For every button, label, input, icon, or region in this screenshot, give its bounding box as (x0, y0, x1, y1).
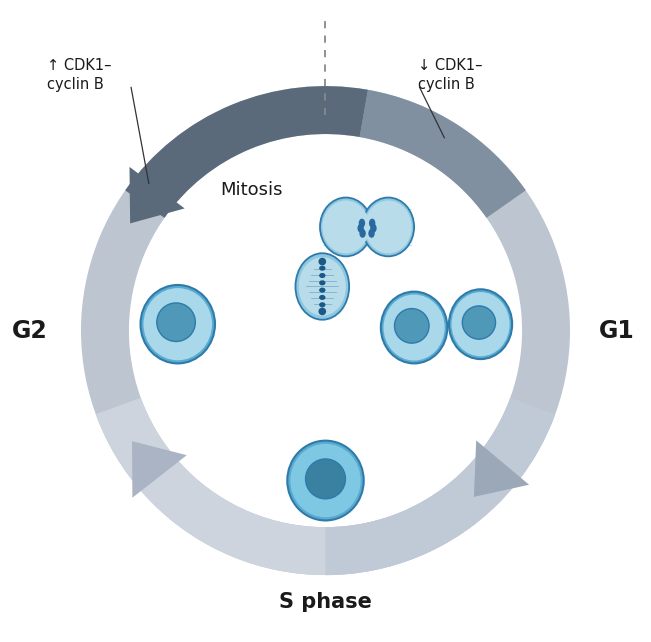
Wedge shape (96, 398, 537, 575)
Ellipse shape (141, 285, 215, 363)
Wedge shape (81, 86, 570, 575)
Wedge shape (359, 90, 526, 218)
Ellipse shape (369, 219, 376, 227)
Ellipse shape (319, 288, 326, 293)
Ellipse shape (370, 224, 377, 232)
Ellipse shape (319, 266, 326, 271)
Wedge shape (326, 398, 555, 575)
Text: ↓ CDK1–
cyclin B: ↓ CDK1– cyclin B (418, 58, 482, 92)
Ellipse shape (462, 306, 495, 339)
Ellipse shape (319, 302, 326, 308)
Ellipse shape (368, 229, 375, 238)
Circle shape (318, 308, 326, 315)
Ellipse shape (319, 295, 326, 300)
Text: G2: G2 (12, 318, 48, 343)
Circle shape (318, 257, 326, 265)
Polygon shape (130, 167, 185, 223)
Ellipse shape (320, 198, 372, 256)
Ellipse shape (359, 219, 365, 227)
Ellipse shape (290, 444, 361, 517)
Ellipse shape (383, 295, 445, 361)
Ellipse shape (357, 224, 364, 232)
Ellipse shape (449, 290, 512, 359)
Ellipse shape (299, 257, 346, 316)
Ellipse shape (381, 291, 447, 363)
Ellipse shape (452, 292, 510, 356)
Ellipse shape (322, 200, 369, 254)
Polygon shape (132, 441, 187, 498)
Ellipse shape (363, 198, 414, 256)
Text: ↑ CDK1–
cyclin B: ↑ CDK1– cyclin B (48, 58, 112, 92)
Ellipse shape (395, 309, 429, 343)
Ellipse shape (296, 253, 349, 320)
Text: S phase: S phase (279, 592, 372, 612)
Text: G1: G1 (598, 318, 634, 343)
Text: Mitosis: Mitosis (221, 181, 283, 199)
Ellipse shape (287, 440, 364, 521)
Ellipse shape (319, 273, 326, 278)
Ellipse shape (319, 281, 326, 286)
Ellipse shape (359, 229, 366, 238)
Polygon shape (474, 440, 529, 497)
Ellipse shape (305, 459, 346, 499)
Ellipse shape (365, 200, 411, 254)
Wedge shape (125, 86, 368, 218)
Ellipse shape (157, 303, 195, 342)
Ellipse shape (143, 288, 212, 360)
